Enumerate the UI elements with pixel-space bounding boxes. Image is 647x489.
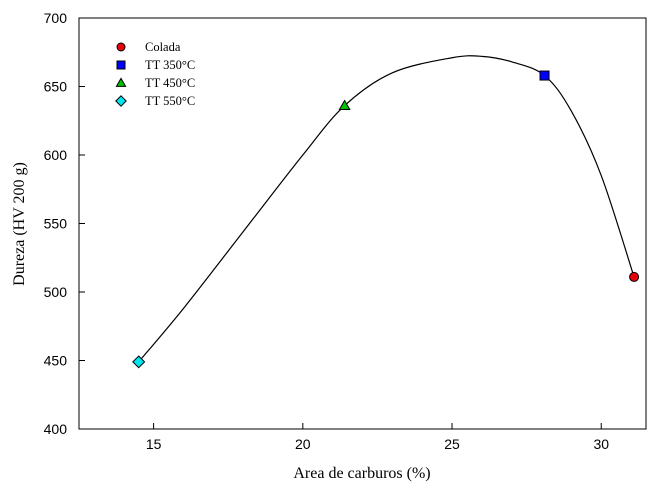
legend-label: TT 350°C bbox=[145, 58, 195, 72]
y-tick-label: 500 bbox=[44, 284, 68, 300]
y-axis-ticks: 400 450 500 550 600 650 700 bbox=[44, 10, 85, 437]
y-tick-label: 650 bbox=[44, 79, 68, 95]
y-tick-label: 550 bbox=[44, 216, 68, 232]
y-tick-label: 450 bbox=[44, 353, 68, 369]
legend-label: Colada bbox=[145, 40, 181, 54]
legend-label: TT 550°C bbox=[145, 94, 195, 108]
data-point bbox=[338, 99, 351, 111]
y-tick-label: 400 bbox=[44, 421, 68, 437]
x-tick-label: 20 bbox=[295, 436, 311, 452]
legend-marker bbox=[116, 60, 126, 70]
x-tick-label: 25 bbox=[444, 436, 460, 452]
legend: Colada TT 350°C TT 450°C TT 550°C bbox=[115, 40, 195, 108]
x-axis-ticks: 15 20 25 30 bbox=[146, 423, 609, 452]
x-tick-label: 30 bbox=[593, 436, 609, 452]
legend-label: TT 450°C bbox=[145, 76, 195, 90]
x-tick-label: 15 bbox=[146, 436, 162, 452]
legend-marker bbox=[115, 95, 127, 107]
data-points bbox=[132, 70, 640, 369]
y-axis-title: Dureza (HV 200 g) bbox=[11, 162, 28, 286]
fit-curve bbox=[138, 55, 635, 363]
y-tick-label: 600 bbox=[44, 147, 68, 163]
legend-marker bbox=[115, 77, 127, 87]
x-axis-title: Area de carburos (%) bbox=[293, 465, 430, 482]
data-point bbox=[539, 70, 550, 81]
y-tick-label: 700 bbox=[44, 10, 68, 26]
data-point bbox=[629, 271, 640, 282]
legend-marker bbox=[116, 42, 126, 52]
data-point bbox=[132, 355, 146, 369]
